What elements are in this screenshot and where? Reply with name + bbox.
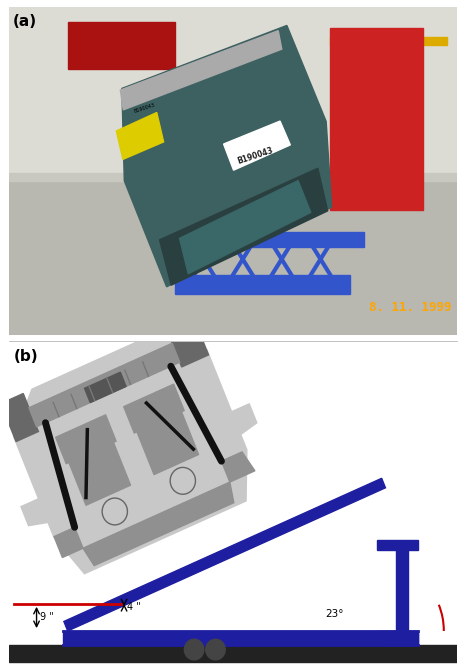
Polygon shape	[159, 168, 328, 285]
Bar	[9, 173, 457, 181]
Bar	[9, 173, 457, 335]
Text: 23°: 23°	[325, 609, 344, 619]
Text: B190043: B190043	[133, 102, 156, 114]
Polygon shape	[14, 333, 247, 573]
Polygon shape	[166, 317, 208, 367]
Polygon shape	[29, 343, 180, 427]
Polygon shape	[224, 121, 290, 170]
Polygon shape	[227, 404, 257, 438]
Bar	[160, 232, 364, 246]
Text: 8. 11. 1999: 8. 11. 1999	[369, 301, 452, 315]
Text: (b): (b)	[14, 349, 39, 364]
Polygon shape	[64, 478, 385, 631]
Text: 9 ": 9 "	[41, 612, 54, 622]
Polygon shape	[123, 384, 185, 433]
Polygon shape	[55, 415, 116, 464]
Polygon shape	[122, 25, 332, 287]
Text: 4 ": 4 "	[127, 602, 141, 612]
Bar	[175, 275, 350, 293]
Polygon shape	[137, 412, 199, 475]
Circle shape	[185, 639, 204, 660]
Bar	[330, 37, 447, 45]
Polygon shape	[84, 372, 126, 402]
Polygon shape	[116, 112, 164, 159]
Polygon shape	[21, 499, 48, 526]
Bar	[9, 645, 457, 662]
Circle shape	[170, 467, 195, 494]
Circle shape	[206, 639, 225, 660]
Circle shape	[102, 498, 127, 525]
Polygon shape	[1, 394, 38, 442]
Bar	[379, 631, 418, 645]
Polygon shape	[54, 527, 83, 558]
Text: B190043: B190043	[236, 146, 274, 166]
Polygon shape	[83, 482, 234, 566]
Bar	[330, 27, 423, 210]
Text: (a): (a)	[13, 14, 37, 29]
Polygon shape	[179, 181, 311, 274]
Bar	[397, 548, 408, 631]
Bar	[377, 540, 418, 550]
Polygon shape	[221, 452, 255, 482]
Polygon shape	[69, 442, 130, 505]
Bar	[68, 23, 175, 69]
Polygon shape	[120, 31, 282, 110]
Bar	[63, 631, 418, 645]
Bar	[9, 7, 457, 173]
